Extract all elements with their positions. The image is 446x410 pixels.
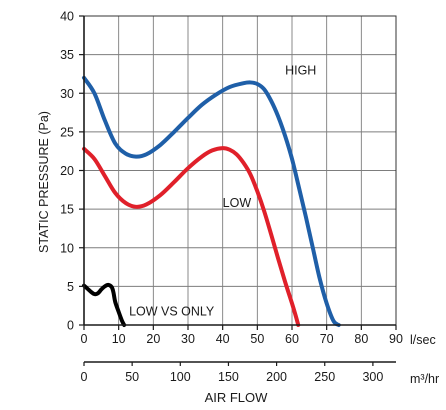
- secondary-x-axis: 0 50 100 150 200 250 300: [81, 361, 396, 384]
- x-axis-label: AIR FLOW: [205, 390, 269, 405]
- y-tick-label: 30: [60, 87, 74, 101]
- y-tick-label: 5: [67, 280, 74, 294]
- y-tick-label: 15: [60, 203, 74, 217]
- x-tick-label: 20: [146, 332, 160, 346]
- x2-tick-label: 150: [218, 370, 239, 384]
- x-tick-label: 10: [112, 332, 126, 346]
- x-tick-label: 90: [389, 332, 403, 346]
- y-tick-label: 20: [60, 164, 74, 178]
- x2-tick-label: 100: [170, 370, 191, 384]
- y-tick-labels: 0 5 10 15 20 25 30 35 40: [60, 10, 74, 333]
- x2-tick-label: 200: [266, 370, 287, 384]
- series-label-high: HIGH: [285, 64, 316, 78]
- x-tick-label: 40: [216, 332, 230, 346]
- x2-tick-label: 250: [314, 370, 335, 384]
- y-tick-label: 35: [60, 48, 74, 62]
- x2-tick-label: 300: [362, 370, 383, 384]
- x-tick-label: 30: [181, 332, 195, 346]
- x2-tick-label: 50: [125, 370, 139, 384]
- series-line-low-vs-only: [82, 282, 127, 327]
- x-tick-labels: 0 10 20 30 40 50 60 70 80 90: [81, 332, 403, 346]
- y-tick-label: 0: [67, 319, 74, 333]
- y-tick-label: 40: [60, 10, 74, 24]
- x2-axis-unit: m³/hr: [410, 372, 439, 386]
- x-tick-label: 70: [320, 332, 334, 346]
- plot-frame: [79, 15, 397, 330]
- series-label-low-vs-only: LOW VS ONLY: [129, 305, 215, 319]
- x2-tick-label: 0: [81, 370, 88, 384]
- series-line-high: [82, 75, 341, 327]
- x-axis-unit: l/sec: [410, 333, 436, 347]
- series-label-low: LOW: [223, 196, 252, 210]
- y-axis-label: STATIC PRESSURE (Pa): [37, 111, 51, 253]
- x-tick-label: 60: [285, 332, 299, 346]
- series-line-low: [82, 146, 301, 327]
- gridlines: [83, 15, 397, 326]
- series-labels: HIGH LOW LOW VS ONLY: [129, 64, 316, 319]
- x-tick-label: 50: [250, 332, 264, 346]
- y-tick-label: 10: [60, 241, 74, 255]
- x-tick-label: 80: [354, 332, 368, 346]
- x-tick-label: 0: [81, 332, 88, 346]
- series-lines: [82, 75, 341, 327]
- y-tick-label: 25: [60, 125, 74, 139]
